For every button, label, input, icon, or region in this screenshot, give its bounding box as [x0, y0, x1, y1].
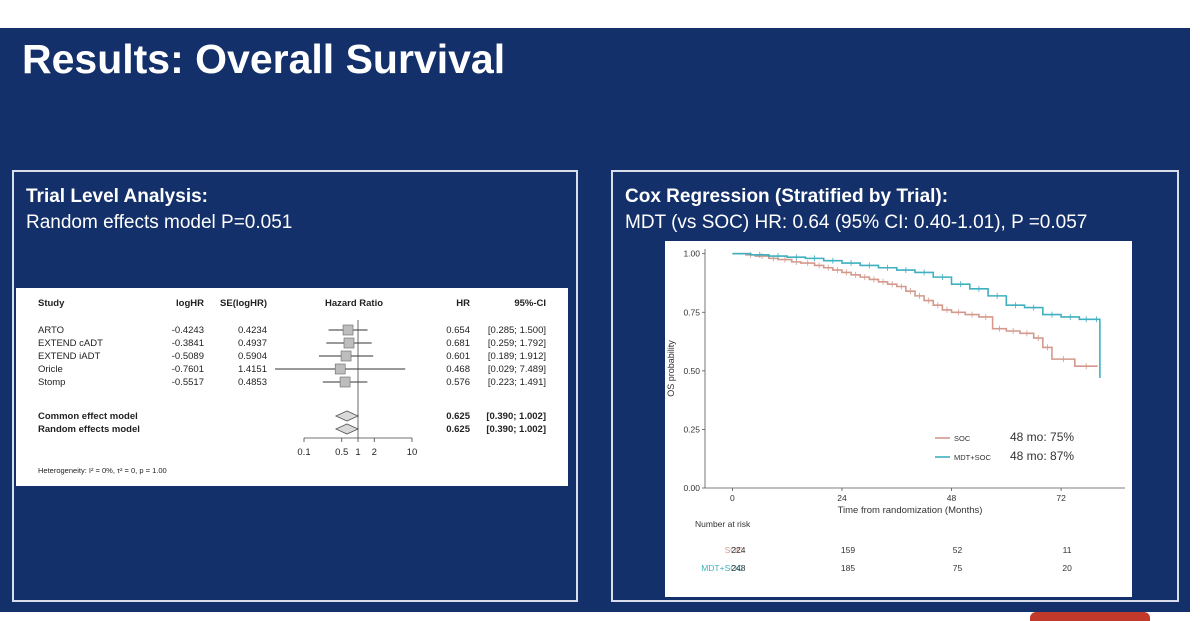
- forest-pooled-name: Random effects model: [38, 424, 140, 435]
- forest-point-box: [339, 376, 351, 388]
- forest-pooled-hr: 0.625: [446, 411, 470, 422]
- km-y-tick-label: 1.00: [683, 249, 700, 259]
- forest-pooled-diamond: [334, 410, 360, 422]
- forest-study-se: 0.5904: [238, 351, 267, 362]
- trial-level-heading: Trial Level Analysis:: [26, 186, 208, 207]
- cox-subheading: MDT (vs SOC) HR: 0.64 (95% CI: 0.40-1.01…: [625, 212, 1088, 233]
- km-risk-row-label: SOC: [725, 545, 743, 555]
- forest-study-ci: [0.259; 1.792]: [488, 338, 546, 349]
- forest-study-name: Oricle: [38, 364, 63, 375]
- forest-x-tick-label: 1: [355, 447, 360, 458]
- forest-study-loghr: -0.5089: [172, 351, 204, 362]
- forest-study-se: 0.4937: [238, 338, 267, 349]
- km-risk-value: 52: [953, 545, 963, 555]
- forest-col-se: SE(logHR): [220, 298, 267, 309]
- forest-point-box: [340, 350, 352, 362]
- forest-x-tick-label: 0.5: [335, 447, 348, 458]
- forest-study-hr: 0.601: [446, 351, 470, 362]
- corner-logo-fragment: [1030, 612, 1150, 621]
- forest-study-loghr: -0.7601: [172, 364, 204, 375]
- forest-study-name: EXTEND iADT: [38, 351, 100, 362]
- forest-study-loghr: -0.5517: [172, 377, 204, 388]
- km-plot: 0.00 0.25 0.50 0.75 1.00 0 24 48 72 Time from ran…: [666, 249, 1125, 573]
- km-x-tick-label: 0: [730, 493, 735, 503]
- forest-study-name: ARTO: [38, 325, 64, 336]
- km-risk-value: 11: [1063, 545, 1072, 555]
- forest-pooled-hr: 0.625: [446, 424, 470, 435]
- forest-study-ci: [0.029; 7.489]: [488, 364, 546, 375]
- forest-study-se: 0.4853: [238, 377, 267, 388]
- forest-study-loghr: -0.4243: [172, 325, 204, 336]
- forest-point-box: [342, 324, 354, 336]
- forest-col-plot: Hazard Ratio: [325, 298, 383, 309]
- km-x-axis-label: Time from randomization (Months): [838, 505, 983, 516]
- forest-plot: Study logHR SE(logHR) Hazard Ratio HR 95%-CI A…: [38, 298, 546, 475]
- km-y-tick-label: 0.50: [683, 366, 700, 376]
- forest-study-se: 0.4234: [238, 325, 267, 336]
- forest-study-ci: [0.223; 1.491]: [488, 377, 546, 388]
- forest-heterogeneity: Heterogeneity: I² = 0%, τ² = 0, p = 1.00: [38, 466, 167, 475]
- km-y-tick-label: 0.00: [683, 483, 700, 493]
- forest-study-se: 1.4151: [238, 364, 267, 375]
- forest-point-box: [343, 337, 355, 349]
- km-legend-label: MDT+SOC: [954, 453, 991, 462]
- km-risk-value: 185: [841, 563, 855, 573]
- forest-x-tick-label: 10: [407, 447, 418, 458]
- forest-study-name: Stomp: [38, 377, 65, 388]
- km-y-axis-label: OS probability: [666, 340, 676, 397]
- trial-level-subheading: Random effects model P=0.051: [26, 212, 293, 233]
- km-risk-value: 224: [731, 545, 745, 555]
- km-x-tick-label: 24: [837, 493, 847, 503]
- forest-x-tick-label: 0.1: [297, 447, 310, 458]
- km-y-tick-label: 0.75: [683, 307, 700, 317]
- forest-study-ci: [0.285; 1.500]: [488, 325, 546, 336]
- forest-plot-box: Study logHR SE(logHR) Hazard Ratio HR 95%-CI A…: [16, 288, 568, 486]
- forest-study-hr: 0.681: [446, 338, 470, 349]
- forest-col-study: Study: [38, 298, 65, 309]
- km-risk-title: Number at risk: [695, 519, 751, 529]
- trial-level-panel: Trial Level Analysis: Random effects mod…: [12, 170, 578, 602]
- cox-heading: Cox Regression (Stratified by Trial):: [625, 186, 949, 207]
- km-x-tick-label: 48: [947, 493, 957, 503]
- km-risk-row-label: MDT+SOC: [701, 563, 743, 573]
- slide: Results: Overall Survival Trial Level An…: [0, 28, 1190, 612]
- forest-col-ci: 95%-CI: [514, 298, 546, 309]
- forest-study-ci: [0.189; 1.912]: [488, 351, 546, 362]
- forest-study-hr: 0.654: [446, 325, 470, 336]
- forest-x-tick-label: 2: [372, 447, 377, 458]
- forest-study-name: EXTEND cADT: [38, 338, 103, 349]
- forest-study-loghr: -0.3841: [172, 338, 204, 349]
- km-legend-label: SOC: [954, 434, 971, 443]
- cox-regression-panel: Cox Regression (Stratified by Trial): MD…: [611, 170, 1179, 602]
- km-y-tick-label: 0.25: [683, 424, 700, 434]
- km-risk-value: 248: [731, 563, 745, 573]
- forest-study-hr: 0.576: [446, 377, 470, 388]
- km-curve-mdt-soc: [732, 252, 1101, 378]
- km-risk-value: 159: [841, 545, 855, 555]
- forest-point-box: [334, 363, 346, 375]
- km-x-tick-label: 72: [1056, 493, 1066, 503]
- km-legend-annotation: 48 mo: 75%: [1010, 430, 1074, 444]
- forest-pooled-name: Common effect model: [38, 411, 138, 422]
- slide-title: Results: Overall Survival: [22, 36, 506, 82]
- km-risk-value: 20: [1062, 563, 1072, 573]
- forest-col-loghr: logHR: [176, 298, 204, 309]
- forest-pooled-ci: [0.390; 1.002]: [486, 411, 546, 422]
- km-risk-value: 75: [953, 563, 963, 573]
- forest-col-hr: HR: [456, 298, 470, 309]
- km-plot-box: 0.00 0.25 0.50 0.75 1.00 0 24 48 72 Time from ran…: [665, 241, 1132, 597]
- km-legend-annotation: 48 mo: 87%: [1010, 449, 1074, 463]
- forest-pooled-ci: [0.390; 1.002]: [486, 424, 546, 435]
- forest-study-hr: 0.468: [446, 364, 470, 375]
- forest-pooled-diamond: [334, 423, 360, 435]
